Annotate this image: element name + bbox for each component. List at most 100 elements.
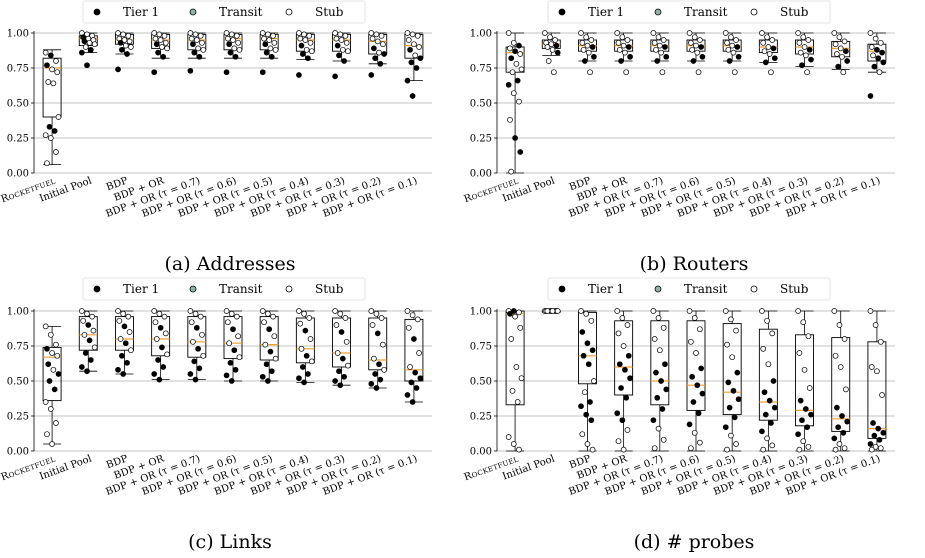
- data-point: [831, 435, 838, 442]
- data-point: [46, 378, 53, 384]
- data-point: [688, 39, 694, 46]
- data-point: [875, 55, 882, 62]
- data-point: [380, 41, 386, 48]
- data-point: [871, 432, 878, 439]
- data-point: [584, 340, 591, 347]
- data-point: [235, 39, 241, 46]
- box-iqr: [758, 328, 778, 421]
- data-point: [802, 52, 809, 59]
- box-10: [831, 308, 851, 453]
- data-point: [53, 149, 59, 155]
- data-point: [797, 397, 804, 404]
- data-point: [876, 69, 883, 76]
- legend-marker-transit: [189, 285, 197, 293]
- data-point: [835, 424, 842, 431]
- data-point: [188, 35, 195, 42]
- data-point: [796, 446, 803, 453]
- data-point: [414, 32, 421, 39]
- data-point: [508, 55, 515, 62]
- panel-caption: (d) # probes: [634, 531, 755, 553]
- box-4: [614, 308, 634, 453]
- legend-marker-transit: [189, 8, 197, 16]
- data-point: [81, 331, 88, 338]
- data-point: [271, 333, 278, 340]
- data-point: [578, 403, 584, 410]
- data-point: [263, 49, 270, 56]
- data-point: [541, 30, 548, 36]
- data-point: [417, 375, 424, 382]
- data-point: [332, 378, 338, 384]
- data-point: [297, 35, 304, 42]
- data-point: [342, 315, 349, 321]
- box-11: [404, 30, 424, 99]
- data-point: [301, 310, 307, 317]
- data-point: [655, 425, 662, 432]
- data-point: [625, 352, 632, 359]
- data-point: [655, 315, 662, 321]
- y-tick-label: 0.00: [470, 169, 492, 180]
- data-point: [82, 350, 89, 356]
- data-point: [228, 31, 235, 38]
- data-point: [868, 446, 875, 453]
- legend-label: Transit: [684, 5, 728, 19]
- data-point: [42, 49, 49, 56]
- data-point: [227, 49, 234, 56]
- data-point: [409, 312, 416, 319]
- data-point: [877, 445, 884, 452]
- data-point: [658, 378, 664, 384]
- data-point: [805, 333, 812, 340]
- box-6: [223, 30, 243, 76]
- data-point: [627, 375, 633, 382]
- data-point: [55, 114, 62, 120]
- data-point: [690, 399, 697, 405]
- data-point: [338, 37, 345, 43]
- data-point: [508, 336, 515, 342]
- data-point: [157, 37, 164, 43]
- data-point: [376, 49, 382, 56]
- data-point: [47, 331, 54, 338]
- data-point: [688, 338, 694, 345]
- data-point: [368, 72, 375, 78]
- data-point: [801, 44, 808, 50]
- data-point: [722, 30, 729, 36]
- data-point: [552, 37, 558, 43]
- data-point: [369, 35, 376, 42]
- data-point: [267, 45, 274, 52]
- data-point: [724, 341, 730, 348]
- data-point: [836, 34, 843, 41]
- box-iqr: [795, 334, 814, 427]
- data-point: [837, 364, 844, 370]
- data-point: [689, 373, 695, 380]
- data-point: [733, 327, 739, 334]
- data-point: [334, 42, 341, 49]
- data-point: [42, 399, 49, 405]
- data-point: [832, 41, 839, 48]
- data-point: [407, 364, 413, 370]
- data-point: [151, 371, 158, 377]
- box-iqr: [686, 320, 706, 411]
- data-point: [616, 361, 623, 368]
- data-point: [587, 69, 593, 76]
- box-1: [42, 49, 62, 167]
- data-point: [339, 46, 346, 53]
- box-iqr: [42, 57, 62, 118]
- data-point: [656, 42, 663, 49]
- data-point: [42, 323, 49, 330]
- box-3: [578, 30, 597, 76]
- data-point: [262, 41, 269, 48]
- data-point: [412, 369, 419, 376]
- data-point: [156, 376, 163, 383]
- data-point: [800, 319, 807, 326]
- data-point: [867, 441, 874, 447]
- data-point: [187, 371, 194, 377]
- y-tick-label: 0.50: [470, 99, 492, 110]
- box-2: [541, 308, 561, 314]
- data-point: [196, 53, 203, 60]
- data-point: [301, 379, 307, 386]
- data-point: [686, 421, 693, 428]
- data-point: [660, 436, 667, 443]
- data-point: [405, 324, 412, 331]
- data-point: [191, 49, 198, 56]
- data-point: [271, 39, 278, 46]
- data-point: [579, 329, 586, 335]
